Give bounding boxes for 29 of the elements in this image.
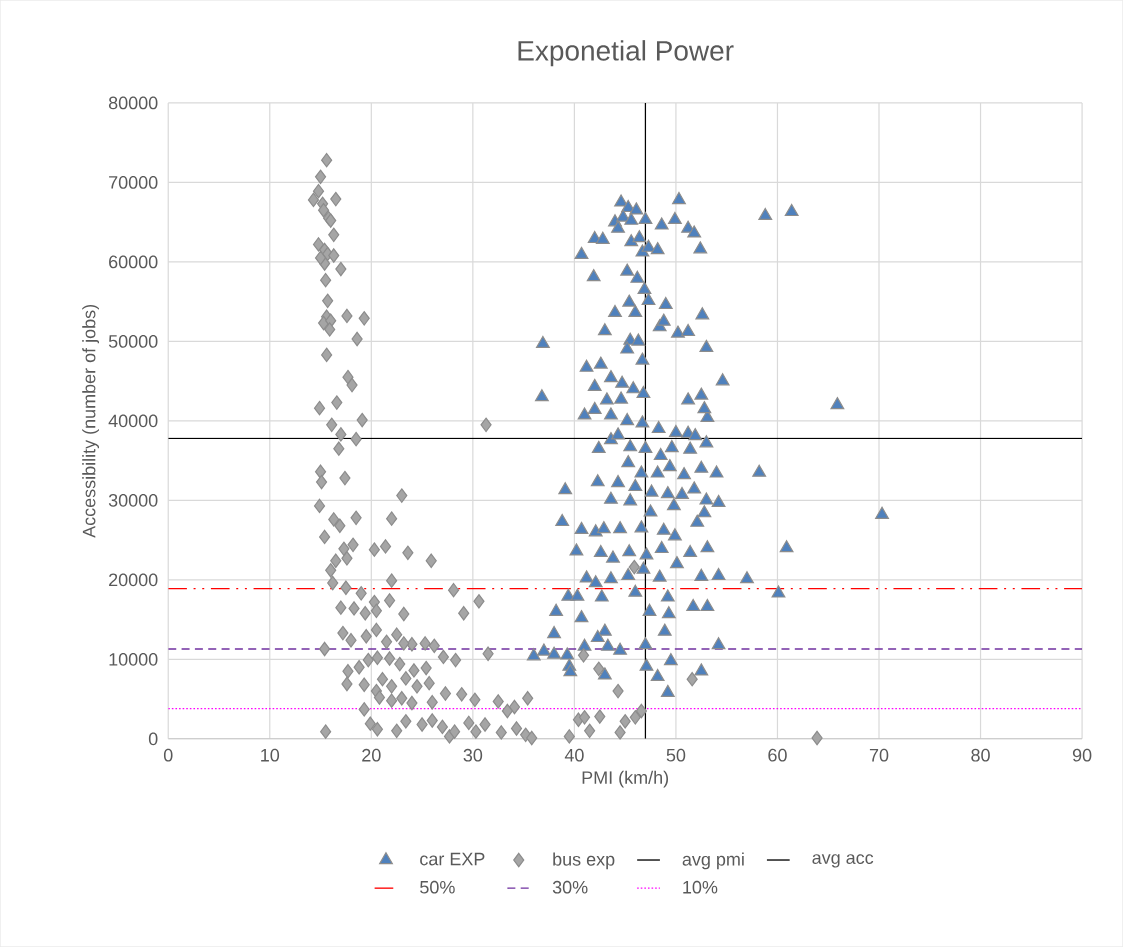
chart-title: Exponetial Power [518, 40, 734, 67]
y-tick-label: 0 [148, 732, 158, 746]
x-tick-label: 60 [768, 748, 787, 762]
legend-label: 30% [552, 880, 588, 894]
y-tick-label: 80000 [108, 96, 158, 110]
x-axis-title: PMI (km/h) [582, 770, 669, 788]
y-tick-label: 20000 [109, 573, 158, 587]
y-tick-label: 50000 [108, 334, 158, 348]
legend-label: 10% [683, 880, 718, 894]
x-tick-label: 90 [1072, 748, 1092, 762]
legend-label: 50% [420, 880, 455, 894]
legend-label: avg acc [812, 854, 874, 868]
x-tick-label: 50 [666, 748, 686, 762]
y-tick-label: 60000 [109, 255, 158, 269]
x-tick-label: 40 [564, 748, 584, 762]
y-tick-label: 70000 [109, 176, 158, 189]
y-tick-label: 40000 [108, 414, 158, 428]
y-axis-title: Accessibility (number of jobs) [82, 304, 100, 538]
x-tick-label: 10 [261, 748, 280, 762]
legend-label: bus exp [553, 852, 615, 870]
legend-label: avg pmi [682, 852, 744, 870]
x-tick-label: 0 [163, 748, 173, 762]
x-tick-label: 20 [362, 748, 381, 762]
y-tick-label: 10000 [109, 652, 158, 666]
x-tick-label: 80 [971, 748, 990, 762]
y-tick-label: 30000 [108, 493, 158, 507]
x-tick-label: 30 [463, 748, 483, 762]
legend-label: car EXP [420, 852, 485, 866]
x-tick-label: 70 [869, 748, 889, 762]
